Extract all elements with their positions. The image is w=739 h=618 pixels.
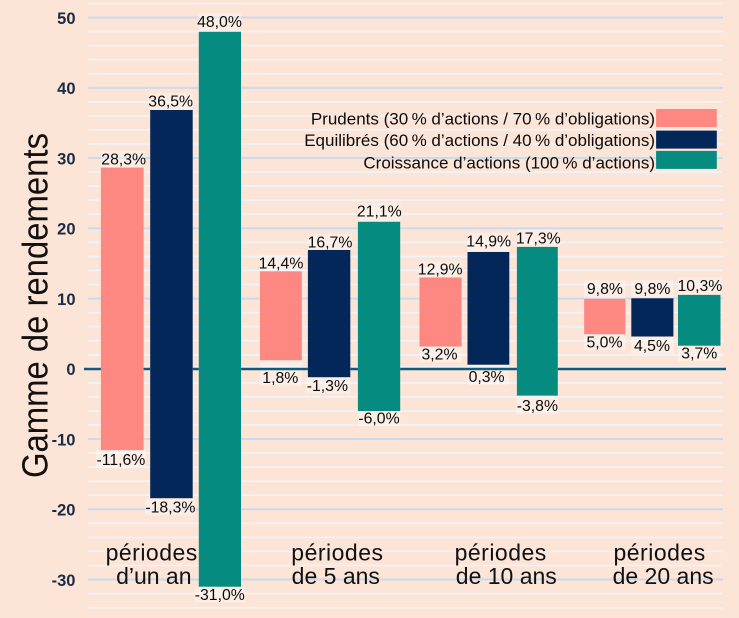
svg-text:9,8%: 9,8% (634, 281, 670, 298)
svg-text:16,7%: 16,7% (308, 235, 353, 252)
svg-text:3,2%: 3,2% (421, 347, 457, 364)
svg-text:Equilibrés (60 % d’actions / 4: Equilibrés (60 % d’actions / 40 % d’obli… (304, 131, 655, 150)
svg-text:48,0%: 48,0% (197, 14, 242, 31)
svg-text:0: 0 (66, 361, 75, 379)
svg-text:1,8%: 1,8% (262, 370, 298, 387)
svg-text:28,3%: 28,3% (101, 152, 146, 169)
svg-text:9,8%: 9,8% (587, 281, 623, 298)
svg-text:30: 30 (57, 150, 75, 168)
svg-text:0,3%: 0,3% (469, 369, 505, 386)
svg-text:-30: -30 (52, 572, 76, 590)
svg-text:-1,3%: -1,3% (307, 378, 348, 395)
svg-text:14,4%: 14,4% (259, 255, 304, 272)
svg-text:-10: -10 (52, 431, 76, 449)
svg-text:périodes: périodes (613, 540, 705, 566)
svg-text:périodes: périodes (455, 540, 547, 566)
svg-text:-20: -20 (52, 502, 76, 520)
svg-text:10: 10 (57, 291, 75, 309)
svg-text:20: 20 (57, 221, 75, 239)
svg-text:-18,3%: -18,3% (145, 500, 195, 517)
svg-text:de 10 ans: de 10 ans (456, 563, 557, 589)
svg-text:Gamme de rendements: Gamme de rendements (15, 133, 56, 478)
svg-text:10,3%: 10,3% (678, 278, 723, 295)
svg-text:-6,0%: -6,0% (358, 410, 399, 427)
svg-text:3,7%: 3,7% (681, 346, 717, 363)
svg-text:12,9%: 12,9% (418, 262, 463, 279)
svg-text:périodes: périodes (291, 540, 383, 566)
svg-text:5,0%: 5,0% (586, 334, 622, 351)
svg-text:de 5 ans: de 5 ans (292, 563, 380, 589)
svg-text:périodes: périodes (106, 540, 198, 566)
svg-text:de 20 ans: de 20 ans (613, 563, 714, 589)
svg-text:4,5%: 4,5% (634, 338, 670, 355)
svg-text:50: 50 (57, 10, 75, 28)
svg-text:-11,6%: -11,6% (96, 452, 145, 469)
svg-text:Prudents (30 % d’actions / 70: Prudents (30 % d’actions / 70 % d’obliga… (311, 109, 655, 128)
svg-text:21,1%: 21,1% (357, 204, 402, 221)
svg-text:-3,8%: -3,8% (517, 398, 558, 415)
svg-text:Croissance d’actions (100 % d’: Croissance d’actions (100 % d’actions) (363, 153, 655, 172)
svg-text:36,5%: 36,5% (148, 94, 193, 111)
svg-text:40: 40 (57, 80, 75, 98)
svg-text:17,3%: 17,3% (516, 231, 561, 248)
svg-text:d’un an: d’un an (116, 563, 191, 589)
svg-text:14,9%: 14,9% (466, 234, 511, 251)
svg-text:-31,0%: -31,0% (195, 587, 245, 604)
